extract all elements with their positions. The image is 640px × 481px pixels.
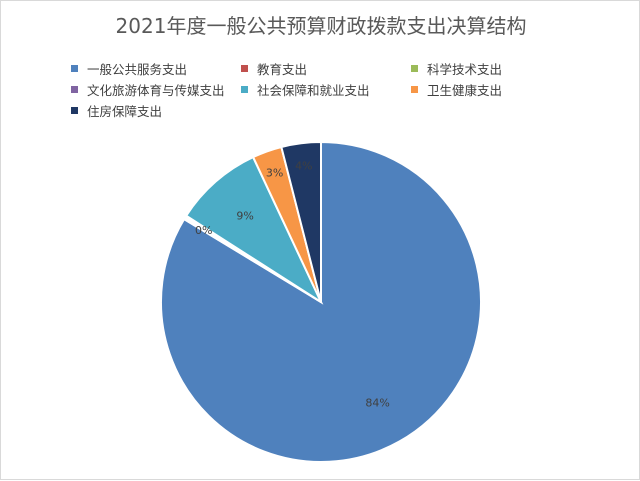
- legend-swatch: [71, 107, 78, 114]
- legend-label: 一般公共服务支出: [87, 62, 187, 77]
- pie-slice: [280, 140, 322, 303]
- pie-slice: [184, 155, 324, 305]
- chart-title: 2021年度一般公共预算财政拨款支出决算结构: [116, 14, 527, 38]
- legend-item: 教育支出: [241, 62, 307, 77]
- legend-swatch: [411, 65, 418, 72]
- legend-item: 文化旅游体育与传媒支出: [71, 83, 225, 98]
- legend-label: 卫生健康支出: [427, 83, 502, 98]
- legend-swatch: [241, 86, 248, 93]
- legend-item: 住房保障支出: [71, 104, 162, 119]
- legend-label: 住房保障支出: [87, 104, 162, 119]
- data-labels: 84% 0% 9% 3% 4%: [195, 160, 390, 410]
- legend-label: 科学技术支出: [427, 62, 502, 77]
- data-label: 9%: [236, 209, 253, 222]
- data-label: 0%: [195, 224, 212, 237]
- legend-item: 一般公共服务支出: [71, 62, 187, 77]
- legend-item: 科学技术支出: [411, 62, 502, 77]
- legend-swatch: [241, 65, 248, 72]
- legend-label: 文化旅游体育与传媒支出: [87, 83, 225, 98]
- legend-label: 教育支出: [257, 62, 307, 77]
- legend-item: 卫生健康支出: [411, 83, 502, 98]
- legend-label: 社会保障和就业支出: [257, 83, 370, 98]
- pie-slices: [160, 140, 482, 463]
- legend-swatch: [71, 86, 78, 93]
- legend-swatch: [71, 65, 78, 72]
- data-label: 3%: [266, 167, 283, 180]
- data-label: 84%: [365, 396, 389, 409]
- legend-swatch: [411, 86, 418, 93]
- data-label: 4%: [295, 160, 312, 173]
- legend-item: 社会保障和就业支出: [241, 83, 370, 98]
